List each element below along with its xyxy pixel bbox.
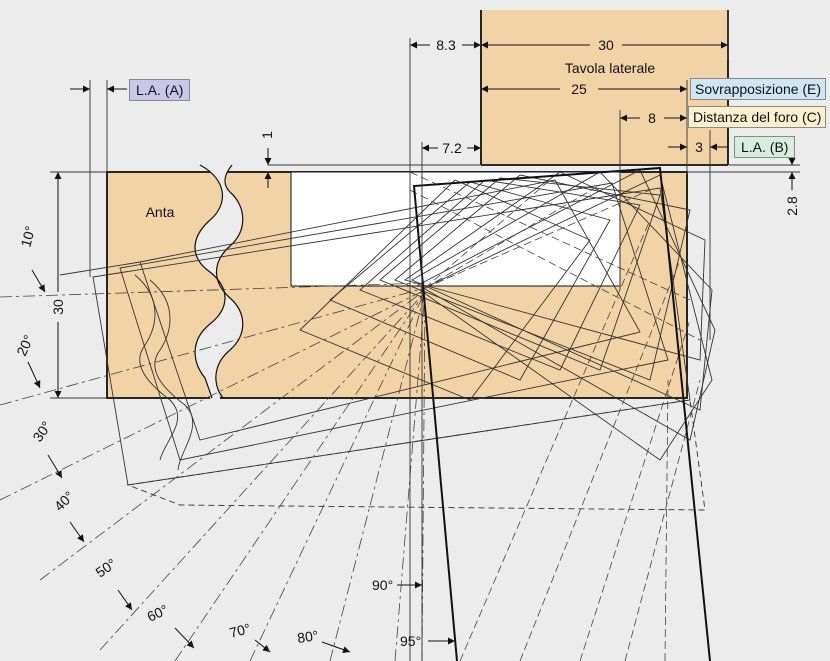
angle-60: 60°	[145, 601, 171, 624]
door-break-mark	[195, 165, 243, 405]
door-break-line-2	[215, 164, 244, 399]
dim-8: 8	[648, 110, 656, 126]
overlay-label: Sovrapposizione (E)	[690, 78, 827, 100]
angle-10: 10°	[17, 224, 38, 249]
angle-40: 40°	[51, 488, 77, 514]
la-a-label: L.A. (A)	[129, 79, 191, 101]
side-panel-label: Tavola laterale	[565, 60, 655, 76]
angle-95: 95°	[400, 633, 421, 649]
angle-80: 80°	[296, 627, 319, 646]
dim-8-3: 8.3	[436, 37, 456, 53]
dim-7-2: 7.2	[442, 140, 462, 156]
dim-30-top: 30	[598, 37, 614, 53]
door-label: Anta	[146, 204, 175, 220]
door-break-line-1	[194, 164, 226, 399]
dim-30-left: 30	[50, 299, 66, 315]
dim-3: 3	[695, 139, 703, 155]
dim-2-8: 2.8	[784, 196, 800, 216]
swept-door-outlines	[59, 169, 716, 511]
angle-70: 70°	[228, 620, 253, 641]
angle-50: 50°	[93, 555, 120, 580]
angle-20: 20°	[13, 332, 36, 358]
dim-1: 1	[259, 131, 275, 139]
dim-25: 25	[571, 81, 587, 97]
angle-arrows	[27, 269, 455, 653]
hole-distance-label: Distanza del foro (C)	[688, 106, 827, 128]
construction-lines	[0, 171, 701, 661]
dimension-arrows	[54, 41, 796, 398]
reference-lines	[50, 10, 800, 661]
door-open-95	[412, 166, 711, 661]
angle-90: 90°	[372, 577, 393, 593]
angle-30: 30°	[29, 418, 54, 445]
la-b-label: L.A. (B)	[734, 136, 796, 158]
